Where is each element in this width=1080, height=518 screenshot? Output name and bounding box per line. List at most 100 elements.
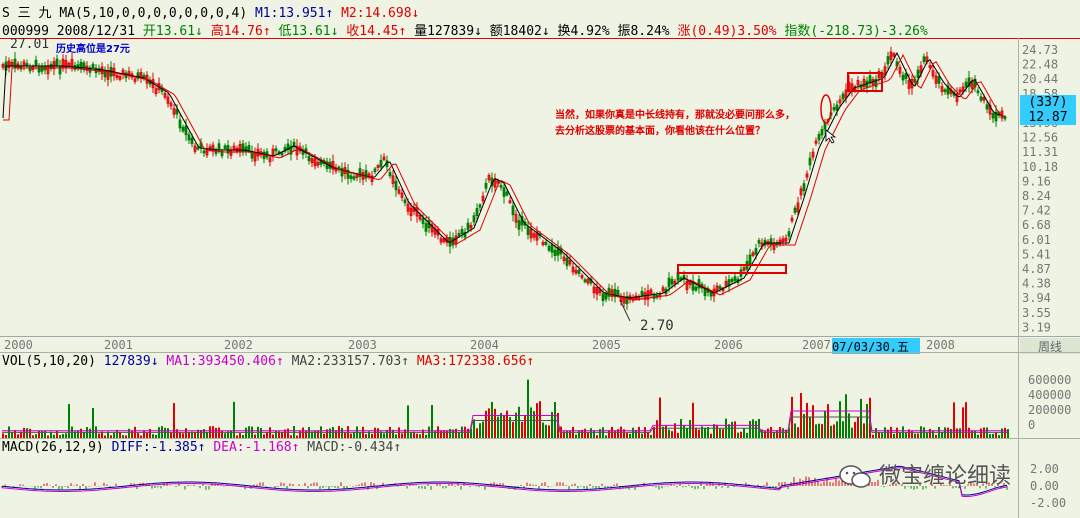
amount-value: 额18402 [489,24,542,39]
volume-ma1: MA1:393450.406 [166,354,276,369]
price-tick: 4.87 [1022,262,1051,276]
price-tick: 7.42 [1022,204,1051,218]
price-tick: 9.16 [1022,174,1051,188]
change-value: 涨(0.49)3.50% [677,24,777,39]
macd-header: MACD(26,12,9) DIFF:-1.385↑ DEA:-1.168↑ M… [2,440,401,455]
m1-value: M1:13.951 [254,6,326,21]
stock-code: 000999 [2,24,49,39]
macd-tick: -2.00 [1030,496,1066,510]
price-tick: 20.44 [1022,72,1058,86]
circle-marker [820,94,832,124]
index-value: 指数(-218.73)-3.26% [784,24,928,39]
cursor-pointer-icon [825,129,837,144]
year-label: 2005 [592,338,621,352]
top-price-label: 27.01 [10,37,50,52]
down-arrow-icon: ↓ [330,24,339,39]
macd-label: MACD(26,12,9) [2,440,104,455]
up-arrow-icon: ↑ [398,24,407,39]
down-arrow-icon: ↓ [474,24,482,39]
year-label: 2007 [802,338,831,352]
macd-dea: DEA:-1.168 [213,440,292,455]
price-tick: 6.68 [1022,218,1051,232]
low-price-label: 2.70 [640,318,674,334]
low-pointer [619,299,631,322]
price-tick: 22.48 [1022,58,1058,72]
price-tick: 6.01 [1022,233,1051,247]
note-line-2: 去分析这股票的基本面，你看他该在什么位置？ [555,126,765,137]
m1-arrow-icon: ↑ [325,6,334,21]
volume-tick: 400000 [1028,388,1071,402]
macd-tick: 2.00 [1030,462,1059,476]
year-label: 2008 [926,338,955,352]
watermark: 微宝缠论细读 [838,458,1011,490]
price-axis: 24.7322.4820.4418.5815.3613.9612.5611.31… [1022,43,1058,336]
price-tick: 11.31 [1022,145,1058,159]
year-label: 2003 [348,338,377,352]
up-arrow-icon: ↑ [526,354,535,369]
box-2008-range [847,72,883,92]
amplitude-value: 振8.24% [617,24,670,39]
quote-header: S 三 九 MA(5,10,0,0,0,0,0,0,0,4) M1:13.951… [0,0,1080,39]
volume-value: 量127839 [414,24,475,39]
high-value: 高14.76 [210,24,263,39]
year-label: 2002 [224,338,253,352]
ma-row: S 三 九 MA(5,10,0,0,0,0,0,0,0,4) M1:13.951… [2,2,419,21]
year-label: 2000 [4,338,33,352]
volume-current: 127839 [103,354,151,369]
macd-diff: DIFF:-1.385 [111,440,198,455]
current-count: (337) [1028,95,1068,110]
down-arrow-icon: ↓ [195,24,203,39]
time-axis: 2000 2001 2002 2003 2004 2005 2006 2007 … [0,336,1080,354]
down-arrow-icon: ↓ [150,354,159,369]
up-arrow-icon: ↑ [401,354,410,369]
volume-tick: 600000 [1028,373,1071,387]
price-tick: 12.56 [1022,131,1058,145]
m2-value: M2:14.698 [341,6,412,21]
close-value: 收14.45 [346,24,399,39]
year-label: 2006 [714,338,743,352]
down-arrow-icon: ↓ [541,24,550,39]
ma1-line [2,51,1006,299]
macd-value: MACD:-0.434 [307,440,394,455]
price-tick: 10.18 [1022,160,1058,174]
period-button[interactable]: 周线 [1020,338,1080,354]
open-value: 开13.61 [142,24,196,39]
up-arrow-icon: ↑ [275,354,284,369]
candlestick-chart[interactable]: 24.7322.4820.4418.5815.3613.9612.5611.31… [0,38,1080,336]
ma2-line [3,53,1006,301]
up-arrow-icon: ↑ [393,440,402,455]
low-value: 低13.61 [278,24,331,39]
up-arrow-icon: ↑ [262,24,271,39]
turnover-value: 换4.92% [557,24,610,39]
price-tick: 24.73 [1022,43,1058,57]
year-label: 2004 [470,338,499,352]
year-label: 2001 [104,338,133,352]
volume-tick: 200000 [1028,403,1071,417]
price-tick: 5.41 [1022,247,1051,261]
volume-ma2: MA2:233157.703 [291,354,402,369]
current-price: 12.87 [1028,110,1068,125]
historic-high-note: 历史高位是27元 [56,44,130,55]
volume-ma3: MA3:172338.656 [416,354,527,369]
current-price-box: (337) 12.87 [1020,95,1076,125]
wechat-icon [839,465,871,488]
price-tick: 3.19 [1022,320,1051,334]
watermark-text: 微宝缠论细读 [879,464,1012,489]
m2-arrow-icon: ↓ [411,6,420,21]
cursor-date: 07/03/30,五 [832,338,920,354]
macd-axis: 2.00 0.00 -2.00 [1030,462,1066,510]
note-line-1: 当然，如果你真是中长线持有，那就没必要问那么多， [555,110,795,121]
ma-label: MA(5,10,0,0,0,0,0,0,0,4) [59,6,248,21]
price-tick: 3.94 [1022,291,1051,305]
volume-label: VOL(5,10,20) [2,354,96,369]
price-tick: 4.38 [1022,277,1051,291]
quote-row: 000999 2008/12/31 开13.61↓ 高14.76↑ 低13.61… [2,20,928,39]
box-2006-range [677,264,787,274]
macd-tick: 0.00 [1030,479,1059,493]
up-arrow-icon: ↑ [291,440,300,455]
price-tick: 2.87 [1022,335,1051,336]
volume-header: VOL(5,10,20) 127839↓ MA1:393450.406↑ MA2… [2,354,534,369]
comment-note: 当然，如果你真是中长线持有，那就没必要问那么多， 去分析这股票的基本面，你看他该… [555,108,795,140]
